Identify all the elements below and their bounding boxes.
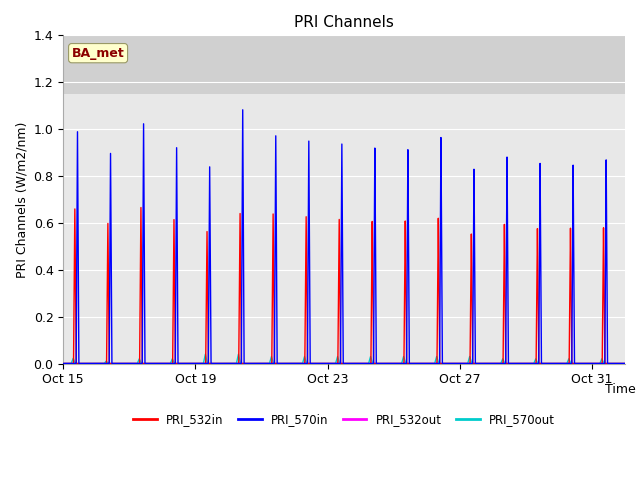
Y-axis label: PRI Channels (W/m2/nm): PRI Channels (W/m2/nm) (15, 121, 28, 277)
Bar (63, 36, 625, 94)
Title: PRI Channels: PRI Channels (294, 15, 394, 30)
X-axis label: Time: Time (605, 383, 636, 396)
Text: BA_met: BA_met (72, 47, 124, 60)
Legend: PRI_532in, PRI_570in, PRI_532out, PRI_570out: PRI_532in, PRI_570in, PRI_532out, PRI_57… (129, 409, 560, 431)
